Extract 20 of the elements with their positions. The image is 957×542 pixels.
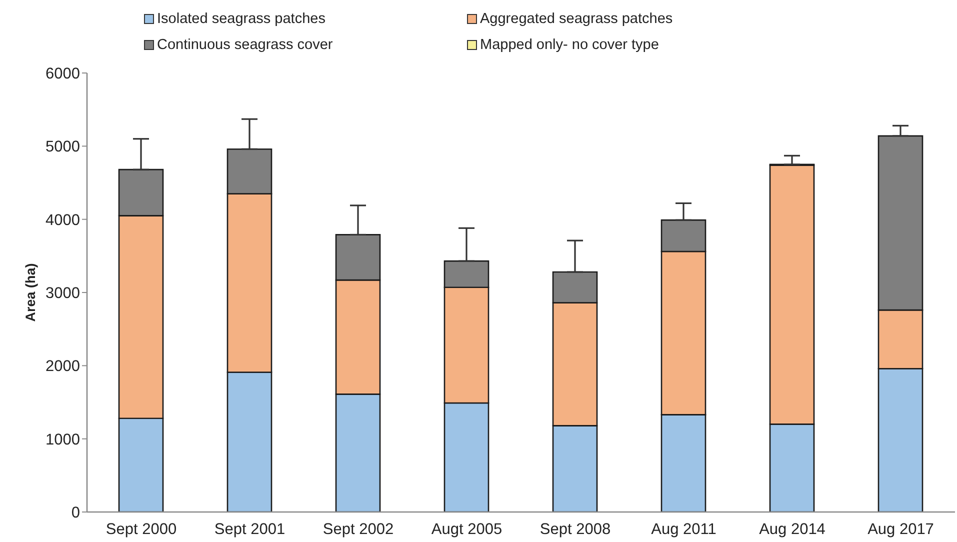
y-tick-label: 1000 <box>46 431 80 448</box>
x-tick-label: Aug 2017 <box>868 521 934 538</box>
x-tick-label: Sept 2001 <box>214 521 286 538</box>
y-tick-label: 2000 <box>46 358 80 376</box>
x-tick-label: Sept 2002 <box>322 521 394 538</box>
legend-label: Isolated seagrass patches <box>157 11 326 27</box>
x-tick-label: Aug 2011 <box>651 521 716 538</box>
legend-label: Mapped only- no cover type <box>480 37 659 53</box>
y-tick-label: 3000 <box>46 285 80 302</box>
y-tick-label: 0 <box>71 504 80 522</box>
y-axis-title: Area (ha) <box>22 263 38 322</box>
y-tick-label: 5000 <box>46 138 80 156</box>
x-tick-label: Augt 2005 <box>431 521 502 538</box>
legend-label: Continuous seagrass cover <box>157 37 333 53</box>
y-tick-label: 4000 <box>46 212 80 229</box>
y-tick-label: 6000 <box>46 66 80 83</box>
legend-label: Aggregated seagrass patches <box>480 11 673 27</box>
x-tick-label: Aug 2014 <box>759 521 826 538</box>
x-tick-label: Sept 2008 <box>540 521 611 538</box>
x-tick-label: Sept 2000 <box>106 521 177 538</box>
